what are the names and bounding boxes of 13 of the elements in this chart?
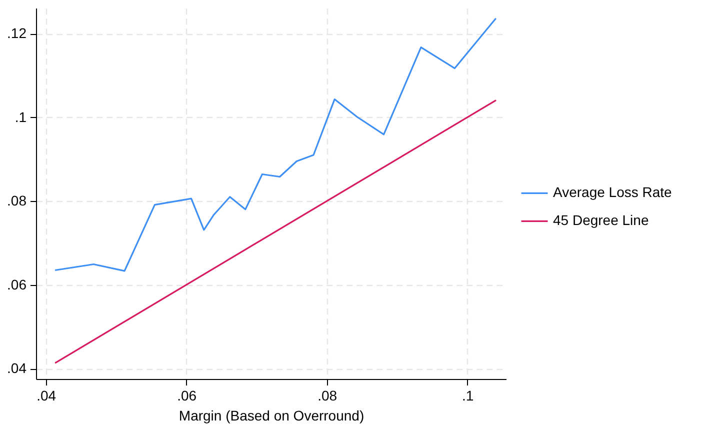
y-tick-label: .1 xyxy=(14,108,27,125)
line-series xyxy=(54,18,496,272)
x-axis-title: Margin (Based on Overround) xyxy=(178,408,364,424)
legend-label: Average Loss Rate xyxy=(553,184,672,200)
y-tick-label: .04 xyxy=(7,360,27,376)
y-tick-label: .06 xyxy=(7,276,27,292)
x-tick-label: .06 xyxy=(177,388,197,404)
y-tick-label: .12 xyxy=(7,25,27,42)
x-tick-label: .1 xyxy=(462,388,474,404)
legend-label: 45 Degree Line xyxy=(553,212,649,228)
x-tick-label: .08 xyxy=(318,388,338,404)
y-tick-label: .08 xyxy=(7,192,27,209)
x-tick-label: .04 xyxy=(36,388,56,404)
